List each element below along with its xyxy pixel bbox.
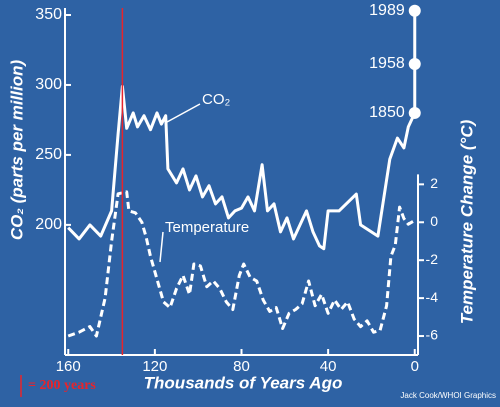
year-label: 1958 xyxy=(369,55,405,72)
x-tick-label: 160 xyxy=(56,358,81,375)
pointer xyxy=(159,231,164,263)
y-tick-label: 300 xyxy=(35,76,62,93)
y2-tick-label: 2 xyxy=(430,175,438,191)
y-tick-label: 200 xyxy=(35,216,62,233)
x-axis-label: Thousands of Years Ago xyxy=(144,373,343,392)
series-label: Temperature xyxy=(165,219,249,236)
year-marker xyxy=(408,106,421,119)
y-tick-label: 250 xyxy=(35,146,62,163)
credit: Jack Cook/WHOI Graphics xyxy=(400,391,496,400)
y2-tick-label: -2 xyxy=(426,251,439,267)
legend-note: = 200 years xyxy=(28,378,96,393)
y2-tick-label: -4 xyxy=(426,289,439,305)
y-tick-label: 350 xyxy=(35,6,62,23)
year-label: 1989 xyxy=(369,2,405,19)
x-tick-label: 40 xyxy=(320,358,337,375)
pointer xyxy=(166,103,201,123)
x-tick-label: 120 xyxy=(142,358,167,375)
x-tick-label: 0 xyxy=(411,358,419,375)
y2-tick-label: -6 xyxy=(426,327,439,343)
series-line xyxy=(67,190,416,338)
year-marker xyxy=(408,57,421,70)
y2-axis-label: Temperature Change (°C) xyxy=(457,119,476,324)
series-label: CO₂ xyxy=(202,91,231,108)
year-label: 1850 xyxy=(369,104,405,121)
y-axis-label: CO₂ (parts per million) xyxy=(7,60,26,241)
year-marker xyxy=(408,4,421,17)
x-tick-label: 80 xyxy=(233,358,250,375)
series-line xyxy=(67,84,417,251)
y2-tick-label: 0 xyxy=(430,213,438,229)
